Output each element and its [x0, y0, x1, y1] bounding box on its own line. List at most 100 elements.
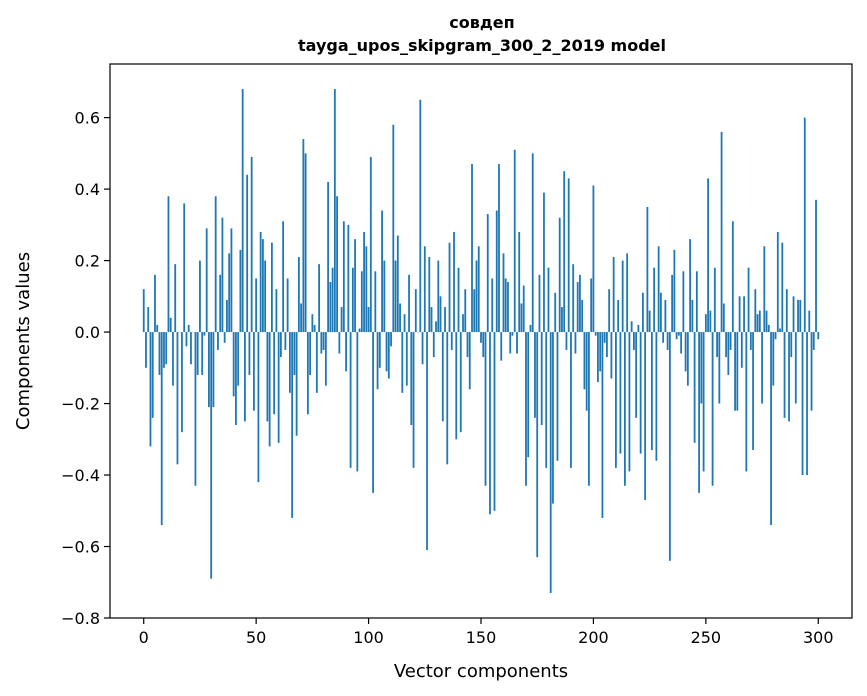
bar — [176, 332, 179, 465]
bar — [572, 264, 575, 333]
bar — [466, 332, 469, 358]
x-tick-label: 50 — [246, 628, 266, 647]
bars-group — [142, 89, 820, 593]
bar — [201, 332, 204, 375]
bar — [628, 332, 631, 472]
bar — [574, 332, 577, 354]
bar — [536, 332, 539, 558]
bar — [450, 332, 453, 350]
bar — [210, 332, 213, 579]
bar — [592, 185, 595, 333]
bar — [354, 239, 356, 333]
bar — [410, 332, 413, 425]
bar — [212, 332, 215, 408]
bar — [288, 332, 291, 393]
bar — [408, 274, 410, 333]
bar — [349, 332, 352, 468]
bar — [309, 332, 312, 375]
bar — [297, 257, 300, 333]
bar — [646, 206, 649, 333]
bar — [426, 332, 428, 551]
bar — [749, 332, 752, 350]
bar — [695, 271, 698, 333]
bar — [228, 253, 231, 333]
bar — [435, 321, 437, 333]
bar — [615, 332, 617, 468]
y-tick-label: 0.0 — [75, 323, 100, 342]
bar — [716, 332, 718, 358]
bar — [666, 332, 669, 350]
bar — [385, 332, 388, 372]
bar — [214, 196, 217, 333]
bar — [172, 332, 174, 386]
bar — [644, 332, 647, 501]
bar — [223, 332, 226, 343]
bar — [680, 332, 683, 354]
bar — [711, 332, 714, 486]
bar — [815, 199, 817, 333]
bar — [776, 231, 779, 333]
bar — [718, 332, 721, 404]
bar — [266, 332, 269, 422]
chart-subtitle: tayga_upos_skipgram_300_2_2019 model — [298, 36, 666, 55]
bar — [423, 246, 426, 333]
bar — [637, 324, 640, 333]
bar — [626, 253, 629, 333]
bar — [302, 139, 305, 333]
bar — [291, 332, 294, 518]
bar — [351, 267, 354, 333]
bar — [812, 332, 815, 350]
bar — [561, 307, 563, 333]
bar — [437, 260, 440, 333]
bar — [331, 267, 334, 333]
bar — [205, 228, 208, 333]
bar — [237, 332, 240, 386]
bar — [257, 332, 260, 483]
bar — [797, 299, 799, 333]
bar — [547, 267, 550, 333]
bar — [736, 332, 739, 411]
bar — [268, 332, 271, 447]
bar — [484, 332, 487, 486]
bar — [219, 274, 222, 333]
bar — [752, 332, 754, 451]
bar — [507, 282, 509, 333]
bar — [662, 332, 665, 343]
bar — [324, 332, 327, 386]
x-tick-label: 250 — [691, 628, 722, 647]
bar — [412, 332, 415, 468]
bar — [255, 278, 258, 333]
bar — [554, 292, 557, 333]
bar — [387, 332, 390, 379]
bar — [495, 210, 498, 333]
bar — [765, 310, 768, 333]
bar — [713, 267, 716, 333]
bar — [194, 332, 197, 486]
bar — [799, 299, 802, 333]
bar — [693, 332, 696, 443]
bar — [650, 332, 653, 451]
bar — [594, 332, 597, 336]
bar — [327, 181, 329, 333]
y-tick-label: 0.2 — [75, 252, 100, 271]
bar — [552, 332, 554, 504]
bar — [444, 307, 446, 333]
bar — [500, 332, 503, 361]
bar — [338, 332, 341, 354]
bar — [396, 235, 399, 333]
bar — [664, 299, 667, 333]
bar — [745, 332, 748, 472]
bar — [491, 278, 494, 333]
bar — [774, 332, 777, 340]
bar — [149, 332, 152, 447]
bar — [608, 289, 611, 333]
bar — [394, 260, 397, 333]
bar — [509, 332, 512, 354]
bar — [169, 317, 172, 333]
bar — [369, 156, 372, 333]
bar — [740, 332, 743, 368]
bar — [540, 332, 543, 425]
bar — [590, 278, 593, 333]
bar — [347, 224, 350, 333]
bar — [808, 310, 811, 333]
